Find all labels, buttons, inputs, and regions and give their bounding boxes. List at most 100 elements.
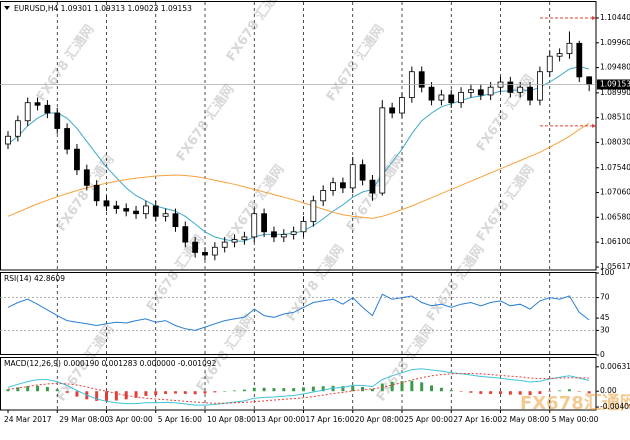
candle-body [310, 200, 317, 222]
candle-body [142, 205, 149, 215]
histogram-bar [321, 386, 325, 392]
y-tick-label: 30 [600, 325, 610, 334]
candle-body [192, 241, 199, 253]
y-tick-label: 1.08990 [600, 88, 630, 97]
histogram-bar [154, 391, 158, 396]
candle-body [221, 241, 228, 248]
last-price-label: 1.09153 [600, 79, 630, 88]
histogram-bar [302, 387, 305, 392]
histogram-bar [95, 391, 99, 401]
histogram-bar [134, 391, 138, 398]
histogram-bar [292, 388, 296, 392]
candle-body [458, 91, 465, 104]
histogram-bar [242, 389, 246, 392]
candle-body [487, 86, 494, 96]
y-tick-label: -0.004096 [600, 402, 630, 411]
candle-body [280, 233, 287, 238]
y-tick-label: 1.08030 [600, 137, 630, 146]
x-tick-label: 13 Apr 00:00 [256, 415, 305, 424]
candle-body [231, 239, 238, 243]
series-line [7, 368, 590, 406]
candle-body [448, 94, 455, 104]
candle-body [369, 179, 376, 194]
candle-body [477, 89, 484, 96]
candle-body [330, 182, 336, 191]
histogram-bar [508, 391, 512, 395]
candle-body [349, 164, 356, 189]
y-tick-label: 1.09480 [600, 63, 630, 72]
candle-body [152, 205, 159, 217]
histogram-bar [262, 387, 266, 392]
histogram-bar [489, 391, 493, 394]
histogram-bar [567, 389, 571, 392]
histogram-bar [75, 391, 79, 397]
candle-body [133, 210, 139, 215]
candle-body [44, 104, 51, 114]
x-tick-label: 3 Apr 00:00 [109, 415, 153, 424]
histogram-bar [173, 391, 177, 394]
histogram-bar [105, 391, 108, 402]
y-tick-label: 1.05617 [600, 262, 630, 271]
candle-body [586, 76, 593, 85]
candle-body [64, 128, 70, 150]
candle-body [74, 148, 80, 171]
x-tick-label: 25 Apr 00:00 [404, 415, 453, 424]
price-level-arrow [592, 123, 596, 128]
histogram-bar [538, 391, 542, 394]
candle-body [517, 86, 524, 93]
candle-body [211, 246, 218, 256]
histogram-bar [124, 391, 128, 400]
menu-arrow [4, 6, 10, 10]
candle-body [271, 231, 277, 238]
histogram-bar [223, 391, 227, 392]
candle-body [339, 182, 346, 189]
candle-body [290, 231, 297, 235]
candle-body [93, 184, 100, 202]
candle-body [113, 205, 120, 209]
x-tick-label: 27 Apr 16:00 [453, 415, 502, 424]
candle-body [34, 102, 41, 106]
histogram-bar [577, 391, 581, 392]
candle-body [251, 213, 258, 238]
candle-body [261, 213, 268, 233]
histogram-bar [164, 391, 168, 394]
y-tick-label: 0.00 [600, 386, 617, 395]
candle-body [162, 213, 169, 217]
candle-body [202, 252, 208, 256]
candle-body [379, 107, 386, 194]
candle-body [418, 71, 425, 88]
histogram-bar [558, 390, 562, 392]
candle-body [54, 112, 61, 129]
candle-body [359, 164, 366, 181]
candle-body [576, 42, 583, 78]
series-line [7, 373, 590, 404]
x-tick-label: 5 May 00:00 [552, 415, 599, 424]
histogram-bar [459, 391, 463, 392]
candle-body [438, 94, 445, 101]
candle-body [103, 200, 110, 207]
histogram-bar [6, 389, 10, 392]
candle-body [468, 89, 474, 93]
price-panel [0, 1, 597, 271]
x-tick-label: 17 Apr 16:00 [306, 415, 355, 424]
histogram-bar [341, 386, 345, 392]
histogram-bar [469, 391, 473, 393]
histogram-bar [45, 386, 49, 392]
histogram-bar [55, 389, 59, 392]
histogram-bar [400, 381, 404, 392]
candle-body [566, 42, 573, 55]
candle-body [556, 53, 563, 57]
series-line [7, 122, 590, 219]
candle-body [389, 107, 396, 114]
candle-body [172, 213, 179, 228]
y-tick-label: 1.10440 [600, 13, 630, 22]
price-level-arrow [592, 16, 596, 21]
histogram-bar [528, 391, 532, 396]
last-price-box [597, 79, 630, 90]
histogram-bar [410, 380, 414, 392]
histogram-bar [213, 391, 217, 393]
candle-body [241, 236, 248, 240]
candle-body [399, 97, 405, 114]
histogram-bar [26, 386, 30, 392]
